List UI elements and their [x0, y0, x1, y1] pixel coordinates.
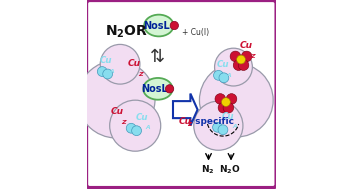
- Circle shape: [213, 122, 223, 132]
- Circle shape: [103, 69, 113, 79]
- Circle shape: [132, 126, 142, 136]
- Circle shape: [199, 63, 273, 137]
- Circle shape: [223, 102, 234, 113]
- Text: Z: Z: [138, 72, 143, 77]
- Text: Cu: Cu: [128, 59, 141, 68]
- Text: z: z: [187, 121, 191, 127]
- Circle shape: [221, 98, 230, 106]
- Polygon shape: [173, 94, 197, 126]
- FancyBboxPatch shape: [86, 0, 276, 188]
- Ellipse shape: [144, 15, 174, 36]
- Text: A: A: [227, 73, 231, 78]
- Text: ⇅: ⇅: [150, 48, 165, 66]
- Text: Cu: Cu: [216, 60, 229, 69]
- Circle shape: [126, 123, 136, 133]
- Text: $\mathbf{N_2O}$: $\mathbf{N_2O}$: [219, 164, 241, 176]
- Circle shape: [218, 125, 228, 135]
- Text: Z: Z: [122, 120, 126, 125]
- Circle shape: [238, 60, 249, 70]
- Circle shape: [237, 55, 245, 64]
- Circle shape: [78, 60, 155, 138]
- Text: A: A: [232, 124, 237, 129]
- Text: Cu: Cu: [222, 112, 234, 121]
- Circle shape: [230, 51, 241, 62]
- Circle shape: [170, 21, 179, 30]
- Text: $\mathbf{N_2}$: $\mathbf{N_2}$: [201, 164, 214, 176]
- Circle shape: [215, 94, 225, 104]
- Circle shape: [100, 44, 140, 84]
- Text: Z: Z: [250, 54, 255, 59]
- Circle shape: [194, 101, 243, 150]
- Text: Cu: Cu: [99, 56, 112, 65]
- Circle shape: [110, 100, 161, 151]
- Text: A: A: [146, 125, 150, 130]
- Circle shape: [218, 102, 229, 113]
- Text: Cu: Cu: [136, 113, 148, 122]
- Text: NosL: NosL: [141, 84, 168, 94]
- Circle shape: [226, 94, 237, 104]
- Text: A: A: [109, 69, 114, 74]
- Circle shape: [241, 51, 252, 62]
- Text: Cu: Cu: [240, 41, 253, 50]
- Text: Cu: Cu: [178, 117, 191, 126]
- Circle shape: [219, 73, 229, 83]
- Circle shape: [166, 85, 174, 93]
- Text: specific: specific: [192, 117, 234, 126]
- Text: + Cu(I): + Cu(I): [183, 28, 209, 37]
- Text: NosL: NosL: [143, 21, 170, 30]
- Circle shape: [213, 70, 223, 80]
- Ellipse shape: [143, 78, 172, 100]
- Circle shape: [97, 67, 107, 77]
- Text: $\mathbf{N_2OR}$: $\mathbf{N_2OR}$: [105, 24, 148, 40]
- Text: Cu: Cu: [111, 107, 124, 116]
- Circle shape: [215, 48, 252, 86]
- Circle shape: [233, 60, 244, 70]
